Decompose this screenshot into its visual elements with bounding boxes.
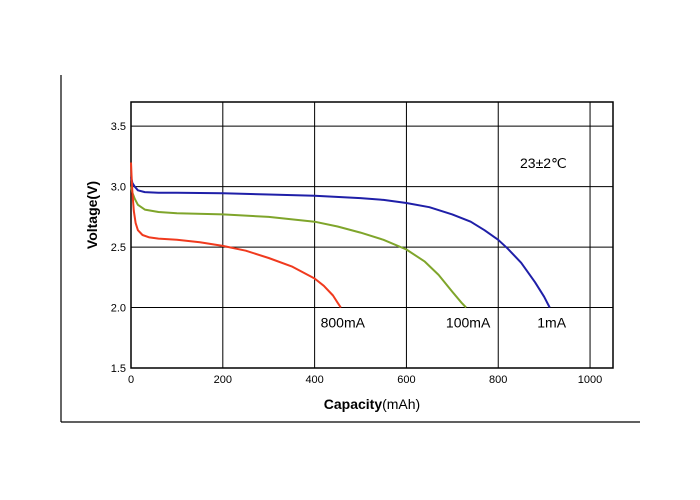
y-tick-label: 2.5: [111, 242, 126, 254]
y-tick-label: 1.5: [111, 363, 126, 375]
series-line-100mA: [130, 186, 467, 309]
series-line-1mA: [130, 176, 551, 308]
temperature-annotation: 23±2℃: [520, 155, 567, 171]
x-tick-label: 1000: [578, 374, 602, 386]
y-tick-label: 2.0: [111, 303, 126, 315]
x-axis-title-unit: (mAh): [382, 396, 420, 412]
y-tick-label: 3.5: [111, 121, 126, 133]
series-label-800mA: 800mA: [321, 315, 366, 331]
x-tick-label: 400: [305, 374, 323, 386]
x-tick-label: 200: [214, 374, 232, 386]
x-tick-label: 800: [489, 374, 507, 386]
y-axis-title: Voltage(V): [84, 181, 100, 249]
series-label-100mA: 100mA: [446, 315, 491, 331]
series-group: [130, 162, 551, 309]
grid: [131, 102, 613, 368]
y-tick-label: 3.0: [111, 182, 126, 194]
x-tick-label: 600: [397, 374, 415, 386]
series-line-800mA: [130, 162, 342, 309]
series-label-1mA: 1mA: [537, 315, 566, 331]
series-labels: 1mA 100mA 800mA: [321, 315, 567, 331]
ticks: 0 200 400 600 800 1000 1.5 2.0 2.5 3.0 3.5: [111, 121, 603, 386]
plot-area: [130, 101, 614, 369]
x-axis-title-bold: Capacity: [324, 396, 383, 412]
x-axis-title: Capacity(mAh): [324, 396, 420, 412]
x-tick-label: 0: [128, 374, 134, 386]
